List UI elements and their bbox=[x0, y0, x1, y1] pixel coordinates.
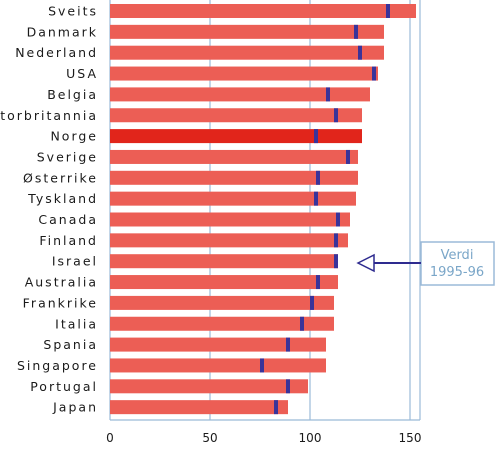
value-marker bbox=[386, 4, 390, 18]
bar bbox=[110, 149, 358, 164]
bar bbox=[110, 233, 348, 248]
annotation-line-1: Verdi bbox=[441, 248, 474, 263]
value-marker bbox=[326, 87, 330, 102]
category-label: Sveits bbox=[48, 4, 98, 19]
value-marker bbox=[334, 108, 338, 123]
annotation-callout: Verdi 1995-96 bbox=[356, 241, 495, 286]
value-marker bbox=[260, 358, 264, 373]
bars bbox=[110, 4, 416, 415]
value-marker bbox=[300, 316, 304, 331]
bar bbox=[110, 170, 358, 185]
value-marker bbox=[372, 66, 376, 81]
x-tick-label: 100 bbox=[299, 431, 322, 445]
value-marker bbox=[316, 170, 320, 185]
x-tick-label: 50 bbox=[202, 431, 217, 445]
value-marker bbox=[346, 149, 350, 164]
bar bbox=[110, 108, 362, 123]
bar bbox=[110, 45, 384, 60]
bar bbox=[110, 129, 362, 144]
category-label: Australia bbox=[25, 275, 98, 290]
bar bbox=[110, 337, 326, 352]
value-marker bbox=[274, 400, 278, 415]
category-label: Israel bbox=[52, 254, 98, 269]
value-marker bbox=[314, 129, 318, 144]
grid-lines bbox=[109, 0, 421, 421]
bar bbox=[110, 87, 370, 102]
category-label: Canada bbox=[38, 212, 98, 227]
category-label: Storbritannia bbox=[0, 108, 98, 123]
bar bbox=[110, 358, 326, 373]
category-label: Portugal bbox=[30, 379, 98, 394]
category-label: Østerrike bbox=[23, 170, 98, 185]
category-label: Tyskland bbox=[27, 191, 98, 206]
value-marker bbox=[334, 254, 338, 269]
category-label: Italia bbox=[55, 316, 98, 331]
bar bbox=[110, 24, 384, 39]
category-label: Norge bbox=[50, 129, 98, 144]
value-marker bbox=[334, 233, 338, 248]
value-marker bbox=[314, 191, 318, 206]
bar bbox=[110, 254, 338, 269]
category-label: Belgia bbox=[47, 87, 98, 102]
value-marker bbox=[354, 24, 358, 39]
bar bbox=[110, 275, 338, 290]
value-marker bbox=[310, 295, 314, 310]
bar bbox=[110, 4, 416, 18]
category-label: Frankrike bbox=[23, 295, 98, 310]
category-label: Japan bbox=[52, 400, 98, 415]
category-label: Danmark bbox=[27, 24, 98, 39]
bar bbox=[110, 191, 356, 206]
bar bbox=[110, 400, 288, 415]
bar bbox=[110, 295, 334, 310]
x-tick-label: 150 bbox=[399, 431, 422, 445]
bar bbox=[110, 316, 334, 331]
bar bbox=[110, 212, 350, 227]
annotation-arrow-head bbox=[356, 253, 375, 273]
value-marker bbox=[286, 337, 290, 352]
category-label: Sverige bbox=[37, 149, 98, 164]
category-label: Singapore bbox=[17, 358, 98, 373]
value-marker bbox=[336, 212, 340, 227]
x-axis-ticks: 0 50 100 150 bbox=[106, 431, 421, 445]
category-label: Spania bbox=[43, 337, 98, 352]
x-tick-label: 0 bbox=[106, 431, 114, 445]
annotation-box bbox=[420, 241, 495, 286]
category-label: Finland bbox=[39, 233, 98, 248]
category-labels: Sveits Danmark Nederland USA Belgia Storbrita… bbox=[0, 4, 98, 415]
value-markers bbox=[260, 4, 390, 415]
category-label: Nederland bbox=[15, 45, 98, 60]
value-marker bbox=[316, 275, 320, 290]
bar bbox=[110, 379, 308, 394]
value-marker bbox=[286, 379, 290, 394]
category-label: USA bbox=[66, 66, 98, 81]
bar bbox=[110, 66, 378, 81]
value-marker bbox=[358, 45, 362, 60]
annotation-line-2: 1995-96 bbox=[430, 265, 484, 280]
